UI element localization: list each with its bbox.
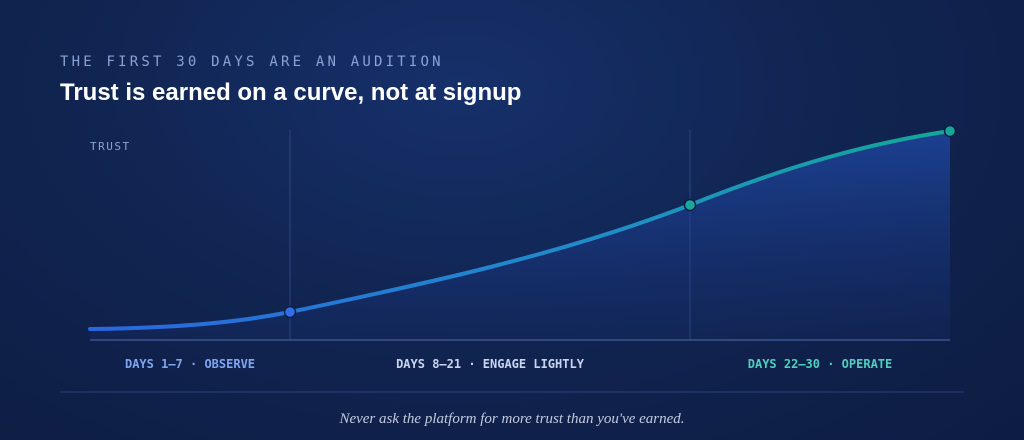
title: Trust is earned on a curve, not at signu… (60, 79, 521, 106)
curve-area (90, 131, 950, 340)
phase-label: DAYS 22–30 · OPERATE (748, 357, 893, 371)
axis-label: TRUST (90, 140, 131, 153)
trust-curve (88, 129, 952, 331)
milestone-dot (283, 305, 297, 319)
footer-quote: Never ask the platform for more trust th… (338, 411, 684, 427)
eyebrow: THE FIRST 30 DAYS ARE AN AUDITION (60, 54, 444, 70)
milestone-dot (683, 198, 697, 212)
phase-label: DAYS 1–7 · OBSERVE (125, 357, 255, 371)
phase-label: DAYS 8–21 · ENGAGE LIGHTLY (396, 357, 585, 371)
milestone-dot (943, 124, 957, 138)
